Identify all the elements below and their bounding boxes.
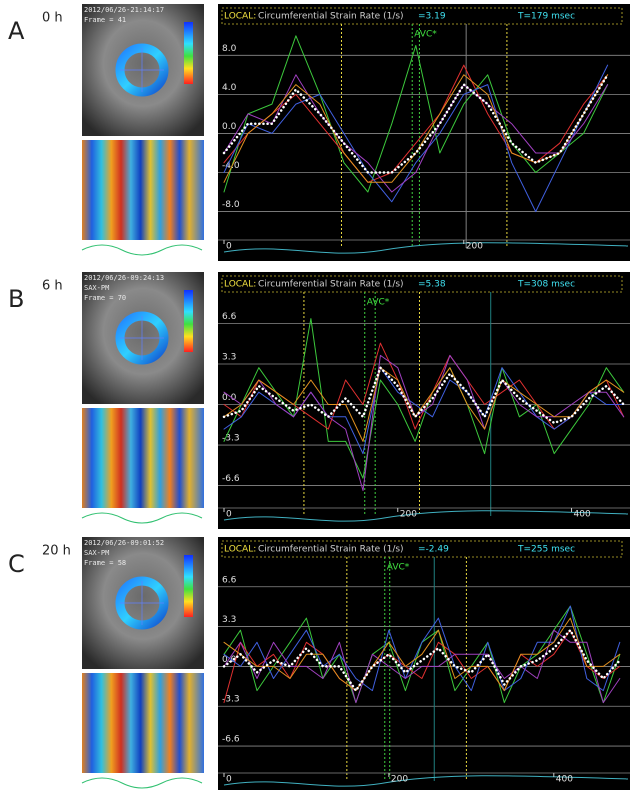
ecg-trace [82, 513, 202, 523]
image-text: 2012/06/26-09:01:52 [84, 539, 164, 547]
strain-map [82, 673, 204, 773]
header-label: LOCAL: [224, 280, 256, 290]
panel-label: A [8, 17, 25, 45]
image-text: SAX-PM [84, 549, 109, 557]
header-label: LOCAL: [224, 12, 256, 22]
header-label: LOCAL: [224, 545, 256, 555]
x-tick-label: 0 [226, 510, 232, 520]
annotation: AVC* [367, 298, 390, 308]
y-tick-label: 3.3 [222, 353, 236, 363]
y-tick-label: 3.3 [222, 615, 236, 625]
y-tick-label: -3.3 [222, 434, 240, 444]
y-tick-label: 6.6 [222, 312, 237, 322]
time-text: T=255 msec [517, 545, 575, 555]
time-text: T=179 msec [517, 12, 575, 22]
time-label: 0 h [42, 11, 63, 26]
time-label: 20 h [42, 544, 71, 559]
header-text: Circumferential Strain Rate (1/s) [258, 12, 404, 22]
x-tick-label: 0 [226, 242, 232, 252]
image-text: Frame = 58 [84, 559, 126, 567]
color-bar [184, 555, 193, 617]
header-text: Circumferential Strain Rate (1/s) [258, 280, 404, 290]
y-tick-label: 0.0 [222, 122, 237, 132]
x-tick-label: 200 [400, 510, 417, 520]
panel-label: B [8, 285, 24, 313]
annotation: AVC* [387, 563, 410, 573]
y-tick-label: -6.6 [222, 735, 240, 745]
y-tick-label: -6.6 [222, 474, 240, 484]
strain-map [82, 408, 204, 508]
time-text: T=308 msec [517, 280, 575, 290]
y-tick-label: 6.6 [222, 575, 237, 585]
image-text: 2012/06/26-21:14:17 [84, 6, 164, 14]
image-text: 2012/06/26-09:24:13 [84, 274, 164, 282]
color-bar [184, 22, 193, 84]
image-text: Frame = 70 [84, 294, 126, 302]
image-text: SAX-PM [84, 284, 109, 292]
header-text: Circumferential Strain Rate (1/s) [258, 545, 404, 555]
x-tick-label: 0 [226, 775, 232, 785]
x-tick-label: 200 [391, 775, 408, 785]
y-tick-label: -8.0 [222, 200, 240, 210]
panel-label: C [8, 550, 25, 578]
figure: A0 h2012/06/26-21:14:17Frame = 41LOCAL:C… [0, 0, 630, 790]
x-tick-label: 400 [574, 510, 591, 520]
y-tick-label: 8.0 [222, 44, 237, 54]
header-value: =5.38 [418, 280, 446, 290]
color-bar [184, 290, 193, 352]
ecg-trace [82, 778, 202, 788]
x-tick-label: 200 [466, 242, 483, 252]
y-tick-label: 4.0 [222, 83, 237, 93]
time-label: 6 h [42, 279, 63, 294]
ecg-trace [82, 245, 202, 255]
header-value: =3.19 [418, 12, 446, 22]
x-tick-label: 400 [556, 775, 573, 785]
annotation: AVC* [414, 30, 437, 40]
header-value: =-2.49 [418, 545, 449, 555]
y-tick-label: 0.0 [222, 393, 237, 403]
image-text: Frame = 41 [84, 16, 126, 24]
strain-map [82, 140, 204, 240]
